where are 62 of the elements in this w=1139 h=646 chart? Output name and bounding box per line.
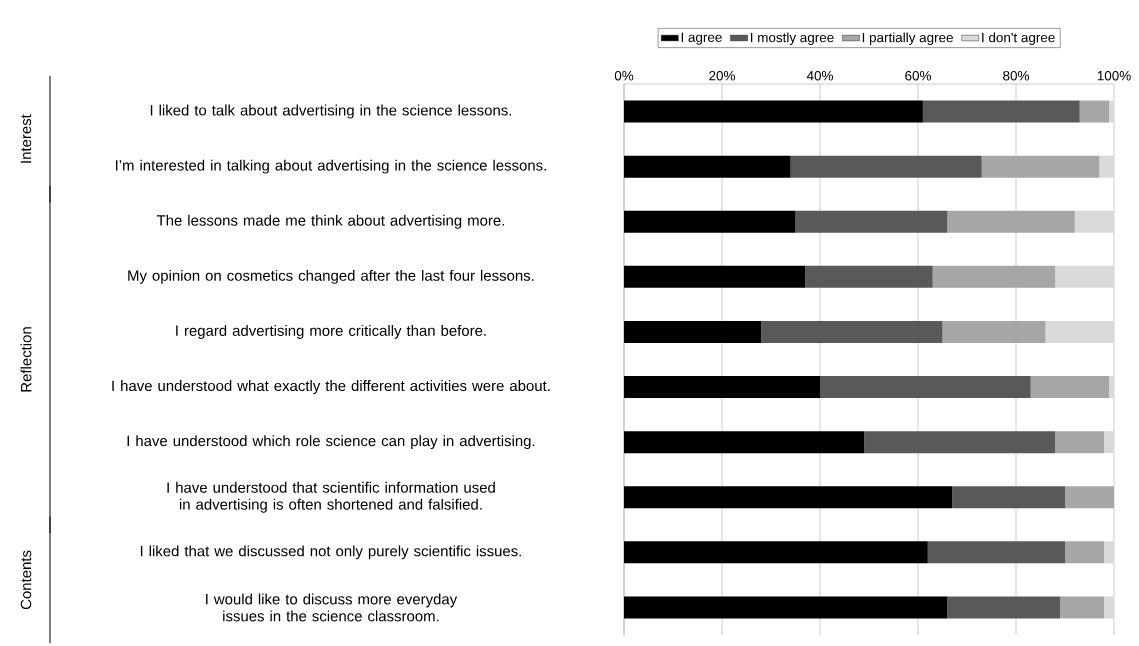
bar: [1104, 541, 1114, 564]
bar: [927, 541, 1065, 564]
bar: [1079, 100, 1110, 123]
bar: [942, 320, 1046, 343]
bar: [1030, 376, 1110, 399]
x-tick-label: 60%: [905, 70, 931, 81]
bar: [761, 320, 943, 343]
bar: [805, 265, 933, 288]
bar: [1104, 596, 1114, 619]
bar: [624, 376, 820, 399]
bar: [922, 100, 1080, 123]
bar: [624, 486, 953, 509]
x-tick-label: 20%: [709, 70, 735, 81]
bar: [624, 210, 796, 233]
text: Interest: [20, 114, 32, 163]
bar: [1055, 431, 1105, 454]
x-tick-label: 40%: [806, 70, 833, 81]
y-tick-label: The lessons made me think about advertising more.: [156, 214, 504, 229]
bar: [624, 100, 923, 123]
bar: [952, 486, 1065, 509]
y-tick-label: I have understood what exactly the different activities were about.: [112, 380, 550, 395]
bar: [624, 596, 948, 619]
legend-label: I partially agree: [862, 32, 953, 45]
bar: [947, 210, 1075, 233]
x-tick-label: 80%: [1003, 70, 1029, 81]
x-tick-label: 100%: [1097, 70, 1131, 81]
y-tick-label: I liked that we discussed not only purely scientific issues.: [140, 545, 521, 560]
bar: [1109, 100, 1114, 123]
bar: [864, 431, 1056, 454]
text: Contents: [20, 550, 32, 610]
bar: [624, 320, 762, 343]
y-tick-label: I liked to talk about advertising in the science lessons.: [150, 104, 512, 119]
y-tick-label: I’m interested in talking about advertising in the science lessons.: [115, 159, 546, 174]
bar: [624, 265, 806, 288]
bar: [1060, 596, 1105, 619]
bar: [932, 265, 1056, 288]
y-tick-label: I have understood which role science can play in advertising.: [127, 435, 535, 450]
bar: [1065, 541, 1105, 564]
bar: [1065, 486, 1114, 509]
bar: [981, 155, 1100, 178]
bar: [1109, 376, 1114, 399]
bar: [624, 541, 928, 564]
y-tick-label: I have understood that scientific information used in advertising is often shortened and falsified.: [167, 481, 495, 513]
bar: [1099, 155, 1114, 178]
bar: [795, 210, 948, 233]
bar: [1104, 431, 1114, 454]
legend-label: I mostly agree: [750, 32, 834, 45]
bar: [947, 596, 1061, 619]
y-tick-label: I would like to discuss more everyday issues in the science classroom.: [206, 593, 458, 622]
legend-label: I agree: [681, 32, 722, 45]
y-tick-label: My opinion on cosmetics changed after the last four lessons.: [128, 269, 534, 284]
bar: [624, 155, 791, 178]
bar: [790, 155, 982, 178]
bar: [1074, 210, 1114, 233]
bar: [1045, 320, 1114, 343]
x-tick-label: 0%: [614, 70, 634, 81]
y-tick-label: I regard advertising more critically than before.: [176, 325, 486, 339]
legend-label: I don't agree: [982, 32, 1055, 45]
bar: [1055, 265, 1114, 288]
bar: [820, 376, 1031, 399]
text: Reflection: [20, 327, 32, 392]
bar: [624, 431, 865, 454]
